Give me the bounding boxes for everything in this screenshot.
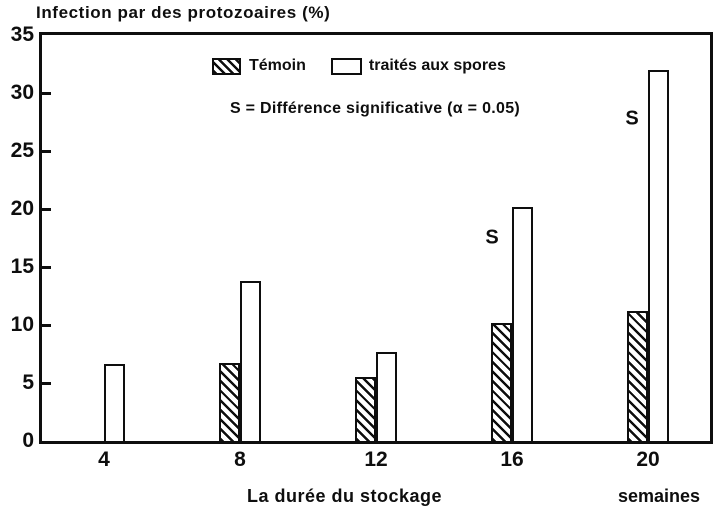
legend-swatch-temoin-hatched [212,57,241,75]
x-axis-unit: semaines [618,486,701,506]
y-tick-mark-5 [42,382,51,385]
y-tick-mark-30 [42,92,51,95]
legend-swatch-spores-open [330,57,362,75]
y-tick-mark-15 [42,266,51,269]
x-tick-label-4: 4 [98,448,110,471]
legend-label-temoin: Témoin [249,57,306,74]
x-tick-label-12: 12 [364,448,388,471]
significance-note: S = Différence significative (α = 0.05) [229,100,521,117]
y-tick-label-0: 0 [22,429,34,452]
y-tick-mark-20 [42,208,51,211]
bar-spores-20w [648,70,669,441]
bar-spores-8w [240,281,261,441]
bar-temoin-12w [355,377,376,441]
x-tick-label-20: 20 [636,448,660,471]
y-tick-mark-25 [42,150,51,153]
bar-spores-12w [376,352,397,441]
bar-spores-4w [104,364,125,441]
y-tick-label-10: 10 [10,313,34,336]
legend-label-spores: traités aux spores [368,57,506,74]
y-tick-label-25: 25 [10,139,34,162]
x-tick-label-8: 8 [234,448,246,471]
y-tick-label-20: 20 [10,197,34,220]
x-tick-label-16: 16 [500,448,524,471]
chart-title: Infection par des protozoaires (%) [36,3,331,22]
y-tick-label-15: 15 [10,255,34,278]
y-tick-label-35: 35 [10,23,34,46]
legend: Témoin traités aux spores [212,57,506,75]
bar-temoin-8w [219,363,240,441]
y-tick-label-30: 30 [10,81,34,104]
significance-marker-16w: S [485,226,499,249]
bar-spores-16w [512,207,533,441]
y-tick-label-5: 5 [22,371,34,394]
bar-temoin-20w [627,311,648,441]
x-axis-title: La durée du stockage [247,486,443,506]
bar-temoin-16w [491,323,512,441]
significance-marker-20w: S [625,107,639,130]
y-tick-mark-10 [42,324,51,327]
